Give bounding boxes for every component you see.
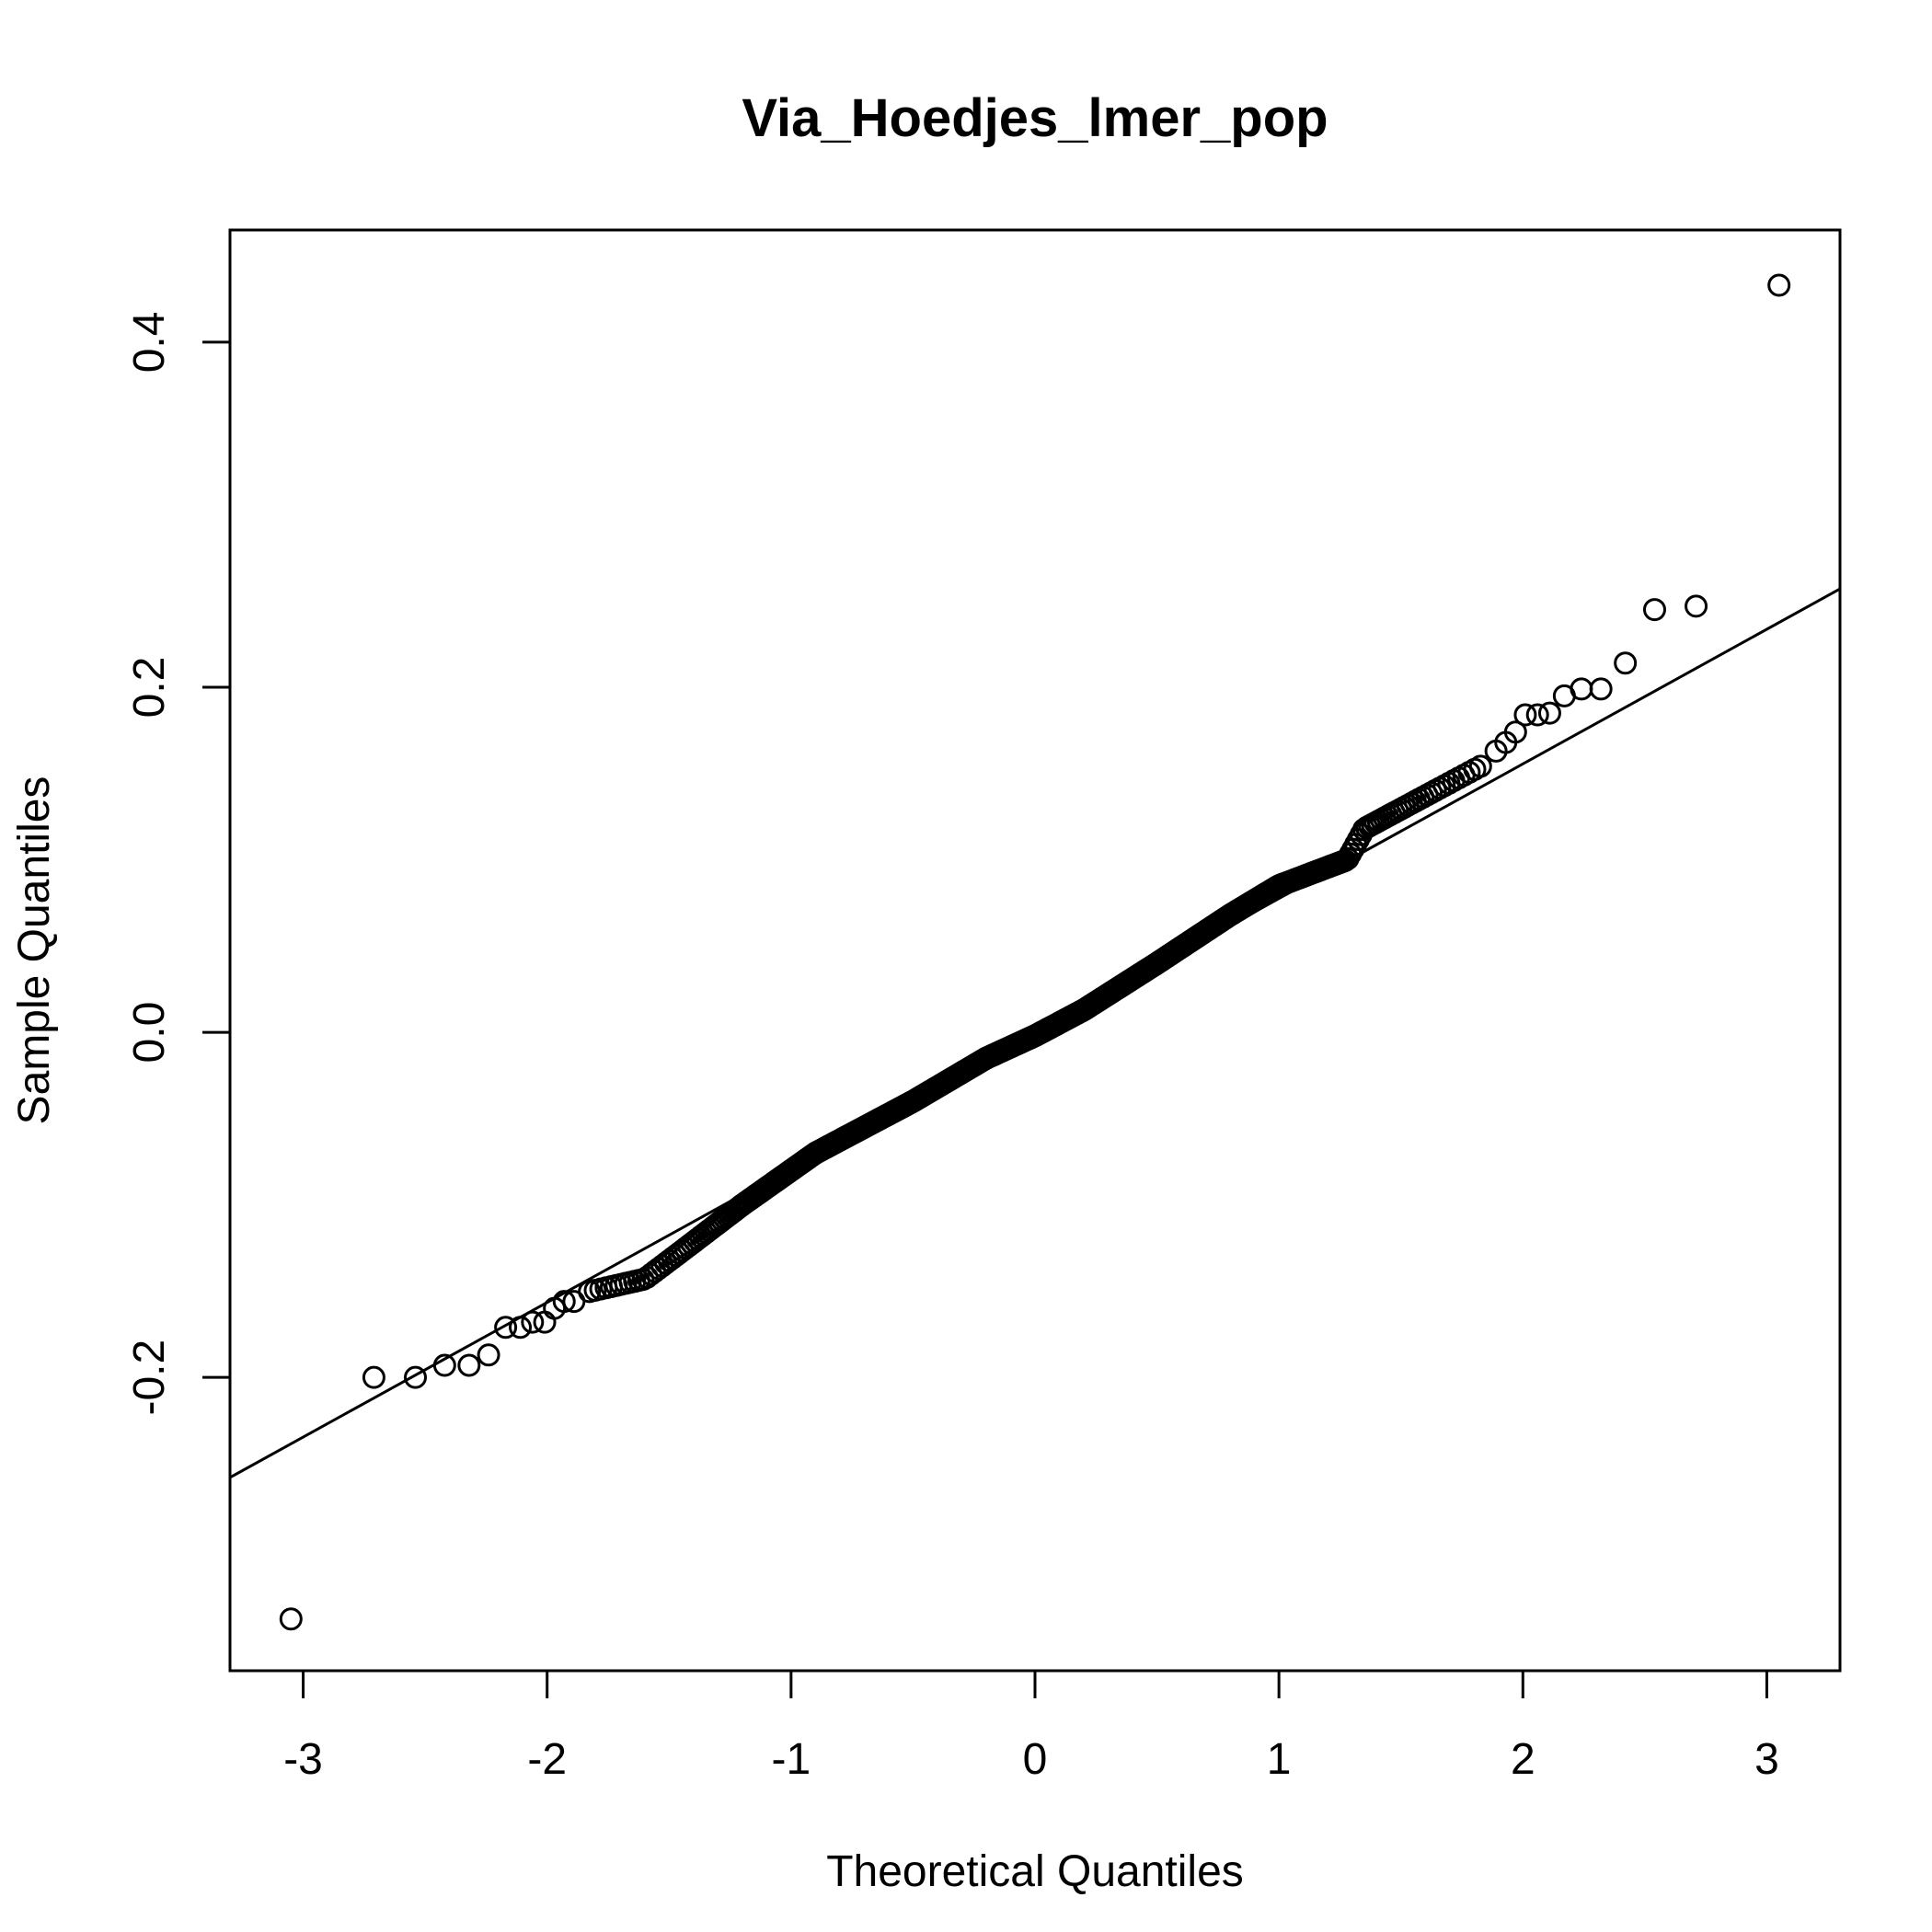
qq-point (533, 1310, 557, 1334)
chart-title: Via_Hoedjes_lmer_pop (742, 88, 1328, 148)
y-tick-label: -0.2 (125, 1340, 174, 1416)
x-tick-label: -1 (772, 1735, 811, 1784)
x-axis-label: Theoretical Quantiles (826, 1847, 1244, 1896)
qq-point (457, 1353, 481, 1377)
qq-point (1537, 701, 1561, 725)
qq-point (521, 1310, 545, 1334)
x-tick-label: 0 (1023, 1735, 1048, 1784)
qq-point (1767, 273, 1791, 297)
qq-point (432, 1353, 456, 1377)
y-tick-label: 0.0 (125, 1002, 174, 1064)
qq-point (1503, 720, 1527, 744)
qq-point (494, 1316, 518, 1340)
y-tick-label: 0.2 (125, 657, 174, 719)
y-axis: -0.2 0.0 0.2 0.4 (125, 312, 232, 1416)
qq-point (362, 1365, 385, 1389)
qq-point (1570, 677, 1593, 701)
x-axis: -3 -2 -1 0 1 2 3 (283, 1669, 1779, 1784)
qq-point (1525, 703, 1549, 727)
x-tick-label: 2 (1511, 1735, 1535, 1784)
x-tick-label: -2 (527, 1735, 567, 1784)
points-group (279, 273, 1791, 1631)
qq-point (1614, 651, 1638, 675)
qq-point (279, 1607, 303, 1631)
qq-point (477, 1343, 500, 1367)
qq-point (552, 1290, 576, 1314)
plot-frame (228, 228, 1842, 1673)
qq-point (1513, 703, 1537, 727)
x-tick-label: 3 (1754, 1735, 1779, 1784)
qq-point (509, 1316, 533, 1340)
x-tick-label: 1 (1267, 1735, 1292, 1784)
y-tick-label: 0.4 (125, 312, 174, 374)
qq-point (1468, 754, 1492, 778)
y-axis-label: Sample Quantiles (10, 776, 59, 1125)
qq-point (1642, 598, 1666, 622)
qq-point (1333, 848, 1357, 872)
x-tick-label: -3 (283, 1735, 323, 1784)
qq-point (404, 1365, 428, 1389)
qq-point (1685, 594, 1708, 618)
qq-point (1589, 677, 1613, 701)
